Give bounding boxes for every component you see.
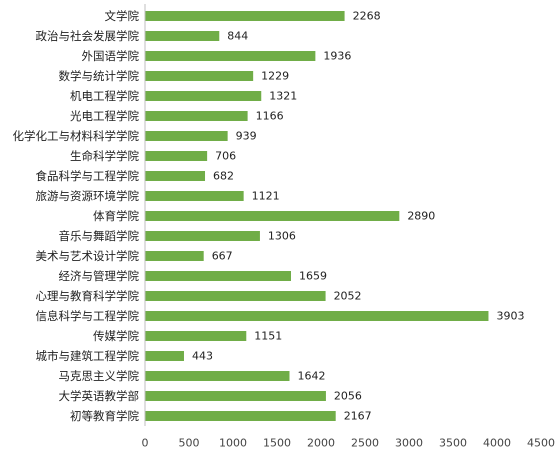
- data-label: 443: [192, 350, 213, 363]
- category-label: 政治与社会发展学院: [36, 29, 140, 43]
- bar: [145, 191, 244, 201]
- category-label: 文学院: [105, 9, 140, 23]
- category-label: 城市与建筑工程学院: [36, 349, 140, 363]
- bar: [145, 51, 316, 61]
- category-labels-group: 文学院政治与社会发展学院外国语学院数学与统计学院机电工程学院光电工程学院化学化工…: [13, 9, 140, 423]
- data-label: 1321: [269, 90, 297, 103]
- bar: [145, 371, 290, 381]
- bar: [145, 251, 204, 261]
- bar: [145, 391, 326, 401]
- data-label: 1306: [268, 230, 296, 243]
- bar: [145, 11, 345, 21]
- bar: [145, 71, 254, 81]
- bar: [145, 171, 206, 181]
- data-label: 939: [236, 130, 257, 143]
- data-label: 2056: [334, 390, 362, 403]
- data-label: 667: [212, 250, 233, 263]
- bar: [145, 211, 400, 221]
- category-label: 机电工程学院: [70, 89, 139, 103]
- x-tick-label: 2500: [351, 437, 379, 450]
- category-label: 心理与教育科学学院: [36, 289, 140, 303]
- bar: [145, 91, 262, 101]
- bar: [145, 351, 184, 361]
- category-label: 马克思主义学院: [59, 369, 140, 383]
- category-label: 信息科学与工程学院: [36, 309, 140, 323]
- bar: [145, 271, 291, 281]
- data-label: 1936: [323, 50, 351, 63]
- x-tick-label: 4500: [527, 437, 555, 450]
- bars-group: [145, 11, 489, 421]
- x-tick-label: 3500: [439, 437, 467, 450]
- category-label: 初等教育学院: [70, 409, 139, 423]
- data-label: 706: [215, 150, 236, 163]
- data-label: 2052: [334, 290, 362, 303]
- x-tick-label: 500: [179, 437, 200, 450]
- category-label: 体育学院: [93, 209, 139, 223]
- data-label: 844: [227, 30, 248, 43]
- data-label: 1659: [299, 270, 327, 283]
- x-tick-label: 1000: [219, 437, 247, 450]
- x-tick-label: 2000: [307, 437, 335, 450]
- data-label: 2268: [353, 10, 381, 23]
- data-label: 682: [213, 170, 234, 183]
- category-label: 数学与统计学院: [59, 69, 140, 83]
- bar: [145, 31, 220, 41]
- category-label: 音乐与舞蹈学院: [59, 229, 140, 243]
- bar: [145, 231, 260, 241]
- data-label: 2890: [407, 210, 435, 223]
- data-label: 3903: [496, 310, 524, 323]
- data-label: 1166: [256, 110, 284, 123]
- bar: [145, 291, 326, 301]
- bar: [145, 411, 336, 421]
- category-label: 旅游与资源环境学院: [36, 189, 140, 203]
- data-label: 1642: [297, 370, 325, 383]
- category-label: 大学英语教学部: [59, 389, 140, 403]
- data-label: 1121: [252, 190, 280, 203]
- category-label: 外国语学院: [82, 49, 140, 63]
- category-label: 传媒学院: [93, 329, 139, 343]
- bar: [145, 131, 228, 141]
- bar: [145, 331, 247, 341]
- category-label: 光电工程学院: [70, 109, 139, 123]
- x-tick-labels-group: 0 500 1000 1500 2000 2500 3000 3500 4000 4500: [142, 437, 556, 450]
- x-tick-label: 4000: [483, 437, 511, 450]
- bar: [145, 111, 248, 121]
- category-label: 化学化工与材料科学学院: [13, 129, 140, 143]
- category-label: 美术与艺术设计学院: [36, 249, 140, 263]
- x-tick-label: 0: [142, 437, 149, 450]
- data-label: 1229: [261, 70, 289, 83]
- bar: [145, 311, 489, 321]
- x-tick-label: 1500: [263, 437, 291, 450]
- category-label: 生命科学学院: [70, 149, 139, 163]
- x-tick-label: 3000: [395, 437, 423, 450]
- category-label: 经济与管理学院: [59, 269, 140, 283]
- data-label: 2167: [344, 410, 372, 423]
- category-label: 食品科学与工程学院: [36, 169, 140, 183]
- data-label: 1151: [254, 330, 282, 343]
- bar: [145, 151, 208, 161]
